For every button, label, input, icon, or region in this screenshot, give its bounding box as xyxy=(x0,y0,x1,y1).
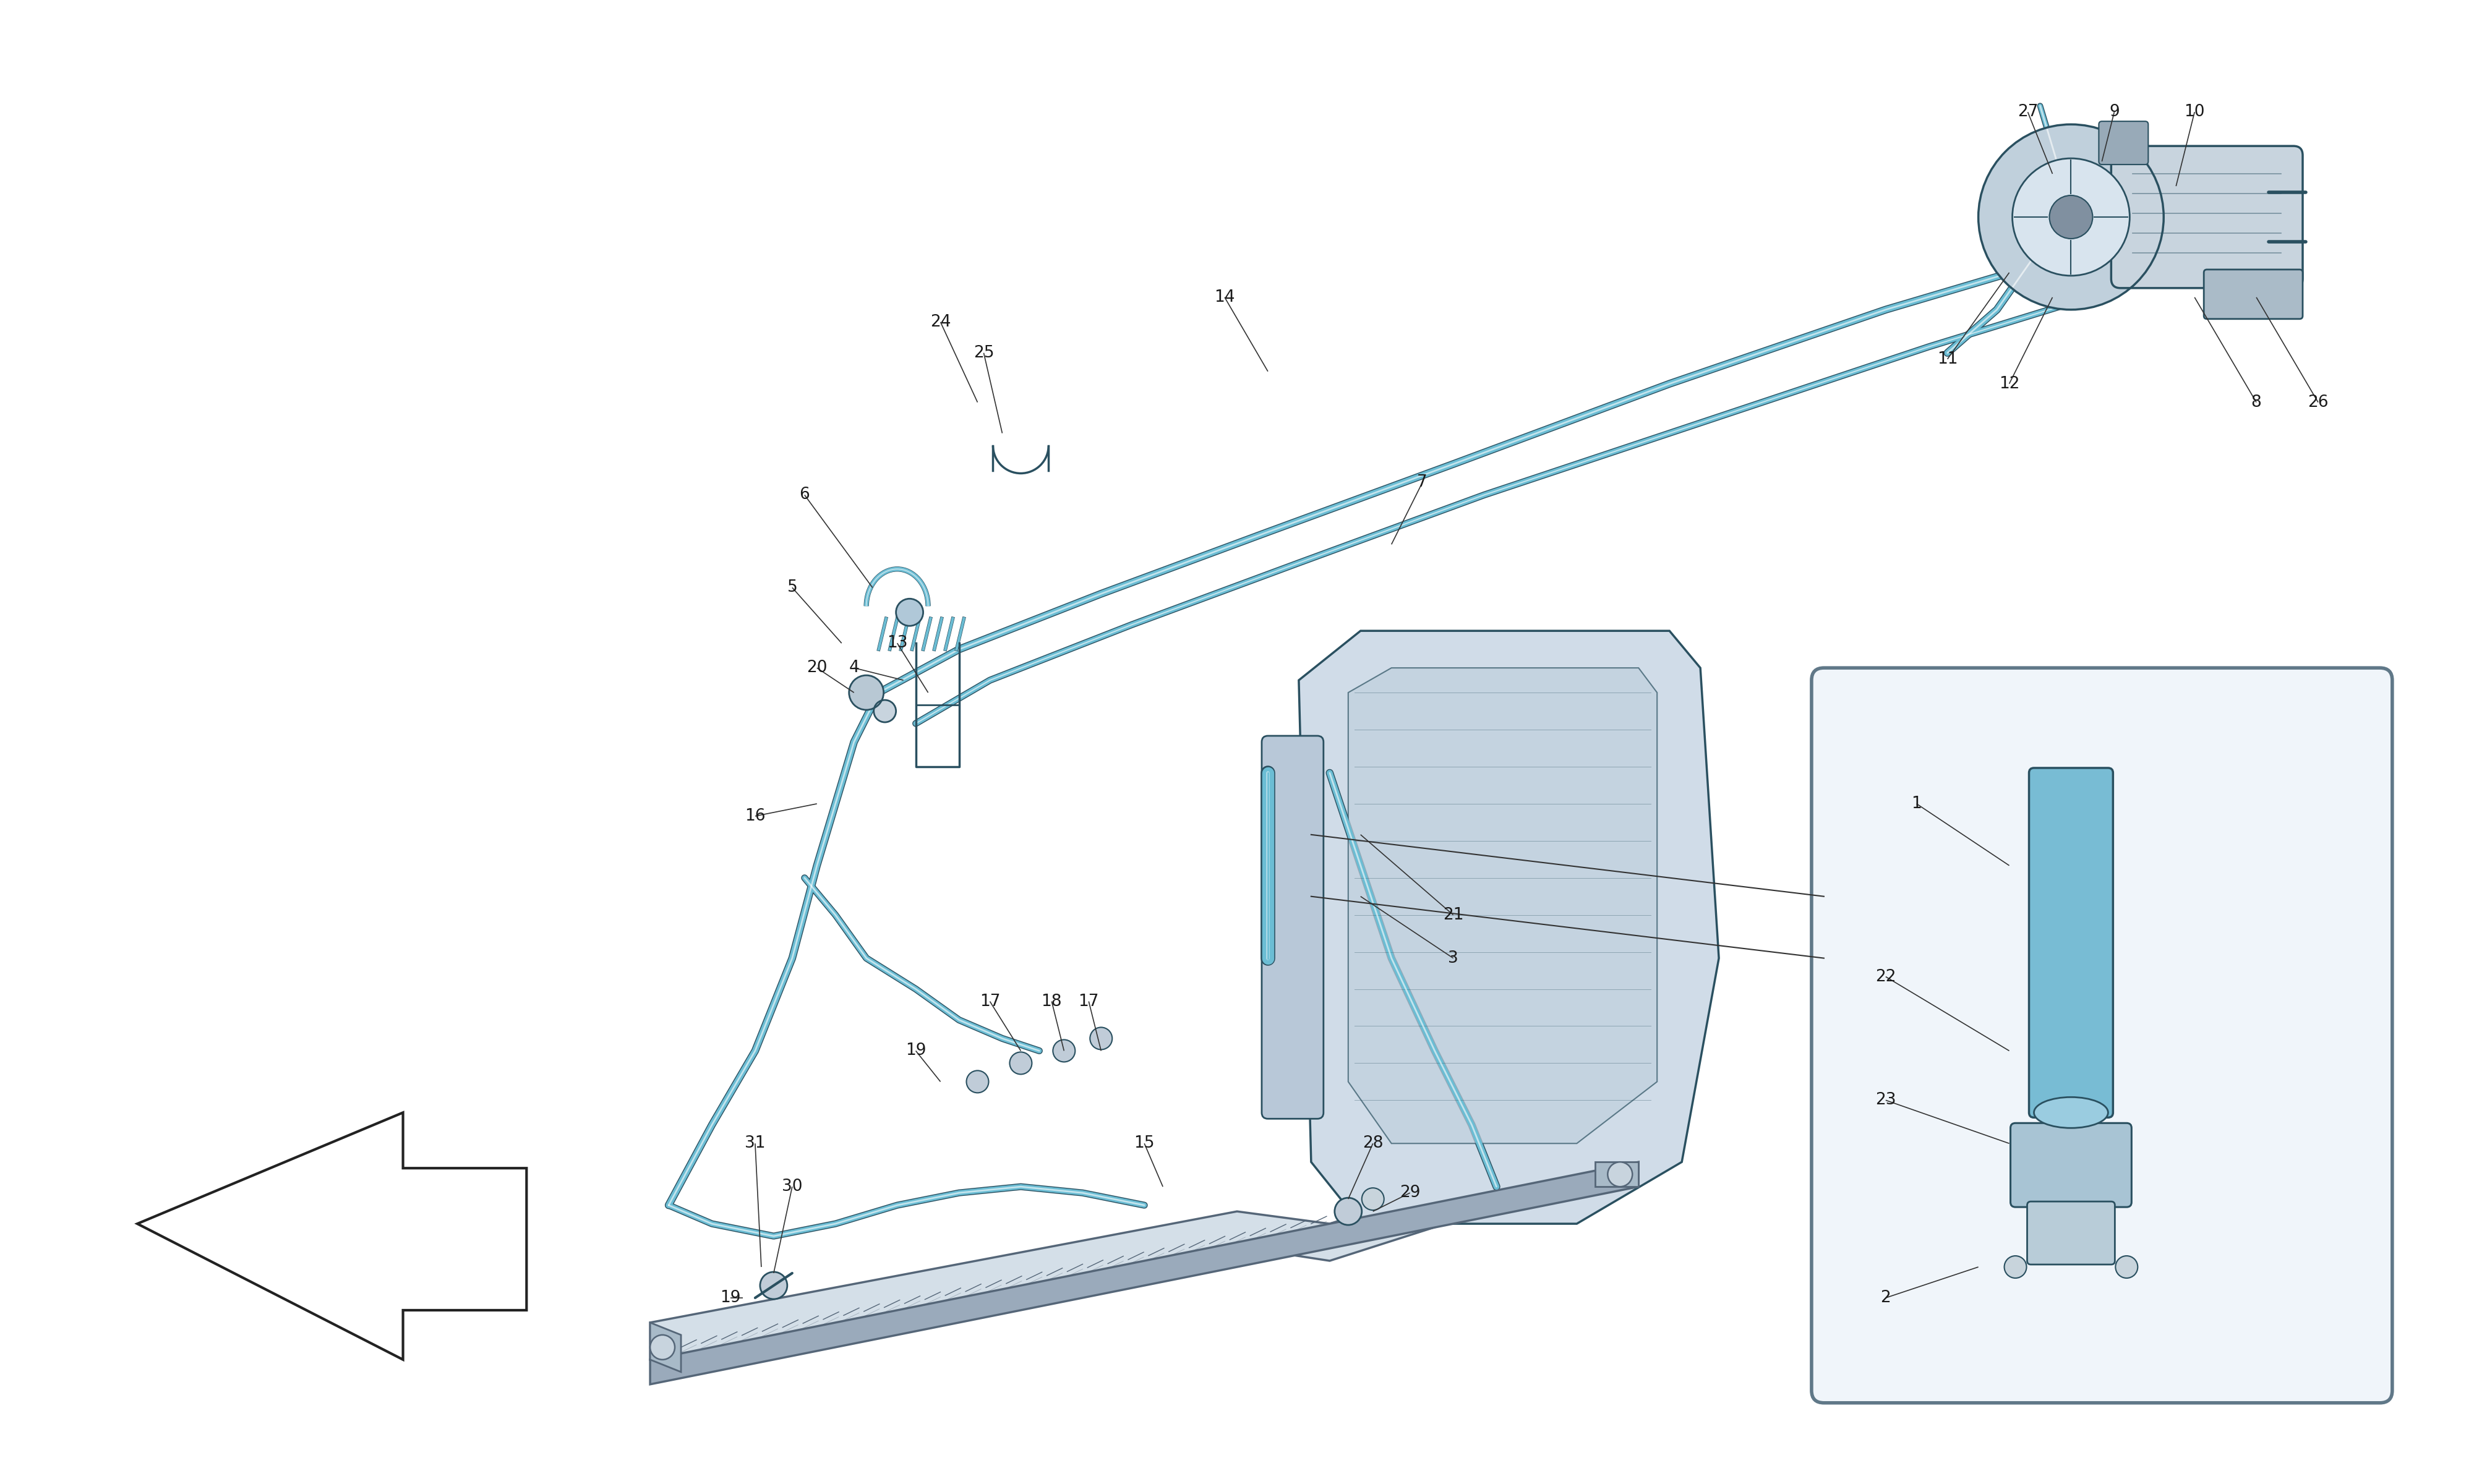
Circle shape xyxy=(1608,1162,1633,1187)
Circle shape xyxy=(1091,1027,1113,1049)
Circle shape xyxy=(967,1070,990,1092)
Polygon shape xyxy=(1596,1162,1638,1187)
Text: 30: 30 xyxy=(782,1178,802,1195)
Text: 21: 21 xyxy=(1442,907,1465,923)
Polygon shape xyxy=(651,1125,1638,1359)
Text: 8: 8 xyxy=(2251,395,2261,411)
Text: 9: 9 xyxy=(2108,104,2120,120)
Text: 29: 29 xyxy=(1400,1184,1420,1201)
FancyBboxPatch shape xyxy=(2026,1202,2115,1264)
FancyBboxPatch shape xyxy=(1811,668,2392,1402)
Text: 13: 13 xyxy=(886,635,908,651)
FancyBboxPatch shape xyxy=(2110,145,2303,288)
Text: 19: 19 xyxy=(905,1043,925,1060)
Text: 25: 25 xyxy=(972,344,995,361)
FancyBboxPatch shape xyxy=(2098,122,2147,165)
Text: 11: 11 xyxy=(1937,352,1957,367)
Text: 19: 19 xyxy=(720,1290,740,1306)
Circle shape xyxy=(2004,1255,2026,1278)
Text: 10: 10 xyxy=(2185,104,2204,120)
Text: 24: 24 xyxy=(930,315,950,329)
FancyBboxPatch shape xyxy=(1262,736,1324,1119)
Circle shape xyxy=(1361,1187,1383,1209)
Text: 14: 14 xyxy=(1215,289,1235,306)
Polygon shape xyxy=(651,1162,1638,1385)
Text: 28: 28 xyxy=(1363,1135,1383,1152)
Text: 6: 6 xyxy=(799,487,809,503)
Text: 18: 18 xyxy=(1042,993,1061,1009)
Text: 3: 3 xyxy=(1447,950,1457,966)
Text: 22: 22 xyxy=(1875,969,1895,985)
Text: 17: 17 xyxy=(980,993,999,1009)
Polygon shape xyxy=(139,1113,527,1359)
FancyBboxPatch shape xyxy=(2204,270,2303,319)
Circle shape xyxy=(1979,125,2165,310)
Text: 15: 15 xyxy=(1133,1135,1155,1152)
Ellipse shape xyxy=(2034,1097,2108,1128)
Circle shape xyxy=(1333,1198,1361,1224)
Text: 31: 31 xyxy=(745,1135,764,1152)
Circle shape xyxy=(1054,1040,1076,1063)
Text: 1: 1 xyxy=(1912,795,1922,812)
Polygon shape xyxy=(651,1322,680,1373)
Text: 4: 4 xyxy=(849,660,858,675)
Circle shape xyxy=(2048,196,2093,239)
Text: 26: 26 xyxy=(2308,395,2328,411)
Polygon shape xyxy=(1299,631,1719,1224)
Circle shape xyxy=(1009,1052,1032,1074)
Polygon shape xyxy=(1348,668,1658,1144)
Text: 2: 2 xyxy=(1880,1290,1890,1306)
Circle shape xyxy=(2115,1255,2138,1278)
Text: 12: 12 xyxy=(1999,375,2019,392)
FancyBboxPatch shape xyxy=(2029,767,2113,1117)
Circle shape xyxy=(2011,159,2130,276)
Circle shape xyxy=(873,700,896,723)
Text: 7: 7 xyxy=(1418,475,1427,491)
Text: 27: 27 xyxy=(2016,104,2039,120)
FancyBboxPatch shape xyxy=(2011,1123,2133,1206)
Circle shape xyxy=(651,1336,675,1359)
Text: 20: 20 xyxy=(807,660,826,675)
Text: 17: 17 xyxy=(1079,993,1098,1009)
Circle shape xyxy=(760,1272,787,1298)
Text: 5: 5 xyxy=(787,580,797,595)
Circle shape xyxy=(896,598,923,626)
Text: 16: 16 xyxy=(745,809,764,824)
Text: 23: 23 xyxy=(1875,1092,1895,1109)
Circle shape xyxy=(849,675,883,709)
